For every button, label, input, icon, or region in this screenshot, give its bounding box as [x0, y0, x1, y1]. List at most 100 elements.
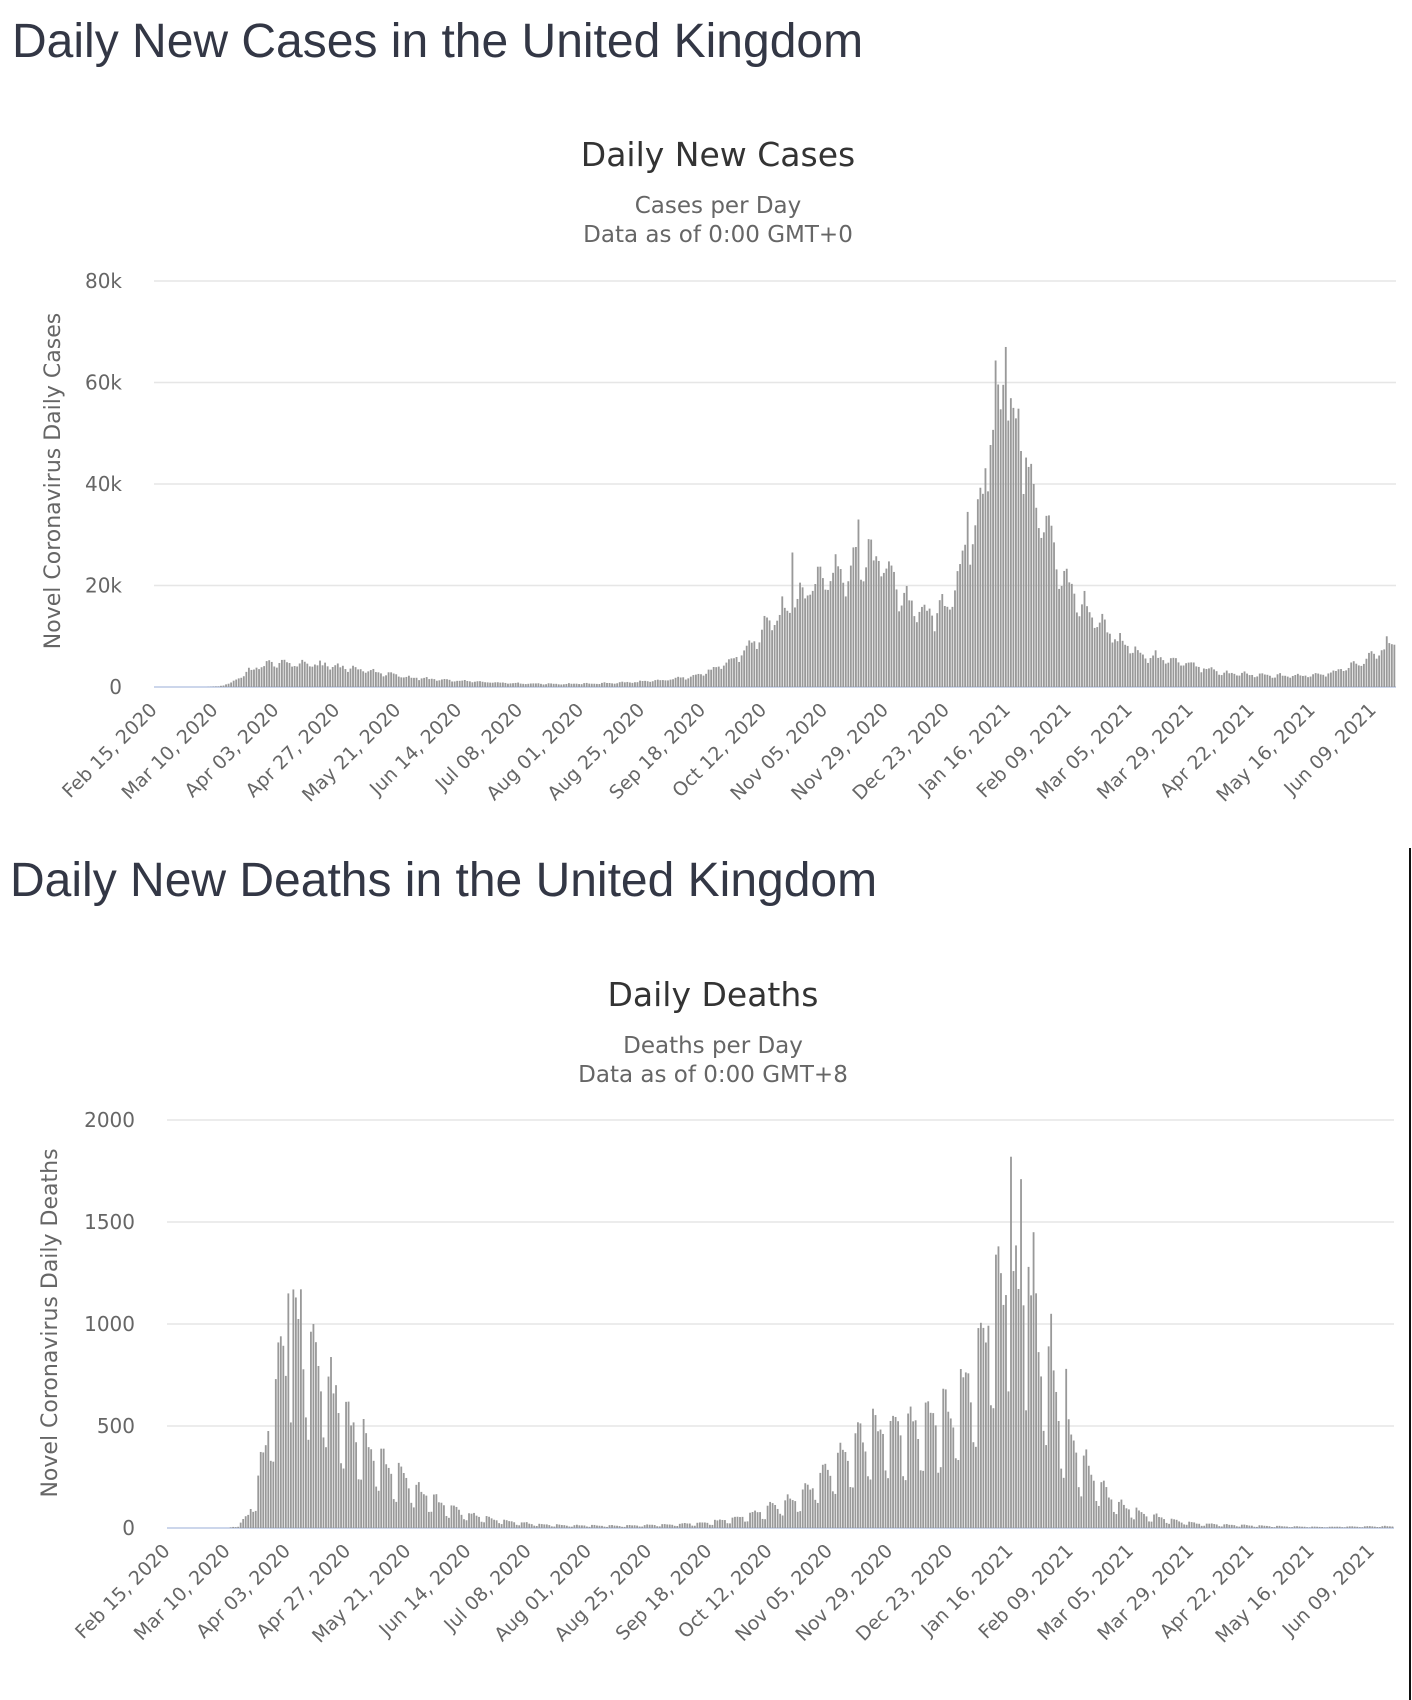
- cases-bar: [573, 683, 575, 687]
- cases-bar: [258, 669, 260, 687]
- deaths-bar: [776, 1508, 779, 1528]
- cases-bar: [1347, 667, 1350, 687]
- cases-bar: [951, 606, 954, 687]
- deaths-bar: [952, 1427, 955, 1528]
- deaths-bar: [269, 1460, 272, 1528]
- cases-bar: [712, 667, 715, 687]
- cases-bar: [728, 659, 730, 687]
- cases-bar: [286, 662, 288, 687]
- deaths-bar: [508, 1521, 511, 1528]
- cases-bar: [641, 681, 644, 687]
- cases-bar: [801, 587, 804, 687]
- cases-bar: [329, 669, 332, 687]
- cases-bar: [1317, 673, 1320, 687]
- cases-bar: [242, 676, 245, 687]
- cases-bar: [1304, 675, 1307, 687]
- deaths-bar: [262, 1452, 265, 1528]
- cases-bar: [1042, 532, 1045, 687]
- deaths-bar: [643, 1525, 646, 1528]
- deaths-bar: [751, 1511, 754, 1528]
- deaths-bar: [1331, 1526, 1334, 1528]
- cases-bar: [390, 672, 393, 687]
- deaths-bar: [445, 1516, 448, 1528]
- deaths-bar: [744, 1521, 746, 1528]
- cases-bar: [842, 582, 845, 687]
- deaths-bar: [819, 1472, 822, 1528]
- cases-bar: [1121, 640, 1124, 687]
- cases-bar: [418, 680, 420, 687]
- deaths-bar: [437, 1502, 440, 1528]
- cases-bar: [1053, 542, 1055, 687]
- deaths-bar: [480, 1521, 483, 1528]
- deaths-bar: [907, 1413, 910, 1528]
- cases-bar: [453, 681, 456, 687]
- cases-bar: [852, 547, 855, 687]
- deaths-bar: [385, 1464, 388, 1528]
- deaths-bar: [558, 1524, 561, 1528]
- cases-bar: [613, 683, 616, 687]
- cases-bar: [377, 672, 380, 687]
- cases-bar: [1370, 651, 1373, 687]
- cases-bar: [936, 613, 939, 687]
- deaths-bar: [1273, 1527, 1276, 1528]
- deaths-bar: [443, 1505, 445, 1528]
- deaths-bar: [1301, 1526, 1303, 1528]
- deaths-bar: [854, 1433, 857, 1528]
- deaths-bar: [1040, 1376, 1043, 1528]
- cases-bar: [529, 683, 532, 687]
- deaths-bar: [799, 1511, 802, 1528]
- cases-bar: [1081, 604, 1083, 687]
- deaths-bar: [879, 1429, 882, 1528]
- deaths-bar: [734, 1516, 736, 1528]
- cases-bar: [400, 677, 403, 687]
- deaths-bar: [1233, 1525, 1236, 1528]
- cases-chart-title: Daily New Cases: [581, 135, 855, 174]
- cases-bar: [1329, 672, 1332, 687]
- cases-bar: [740, 655, 743, 687]
- cases-bar: [1162, 660, 1165, 687]
- deaths-bar: [1363, 1526, 1366, 1528]
- deaths-bar: [1045, 1445, 1048, 1528]
- deaths-bar: [959, 1369, 962, 1528]
- cases-bar: [707, 669, 710, 687]
- cases-bar: [364, 672, 367, 687]
- cases-bar: [656, 679, 659, 687]
- cases-bar: [588, 683, 591, 687]
- deaths-bar: [432, 1494, 435, 1528]
- deaths-bar: [1155, 1513, 1158, 1528]
- deaths-bar: [909, 1406, 912, 1528]
- cases-bar: [948, 609, 951, 687]
- cases-bar: [1032, 484, 1035, 687]
- deaths-bar: [601, 1525, 603, 1528]
- cases-bar: [694, 674, 697, 687]
- cases-bar: [501, 682, 504, 687]
- cases-bar: [1248, 675, 1251, 687]
- cases-bar: [819, 566, 822, 687]
- deaths-bar: [934, 1425, 937, 1528]
- cases-bar: [1302, 675, 1304, 687]
- cases-bar: [291, 666, 293, 687]
- deaths-bar: [1082, 1455, 1085, 1528]
- deaths-bar: [874, 1415, 877, 1528]
- cases-bar: [875, 556, 878, 687]
- cases-bar: [989, 445, 992, 687]
- deaths-bar: [397, 1462, 400, 1528]
- deaths-bar: [1020, 1179, 1022, 1528]
- deaths-bar: [372, 1460, 375, 1528]
- deaths-bar: [761, 1518, 764, 1528]
- deaths-bar: [631, 1525, 634, 1528]
- cases-bar: [862, 581, 865, 687]
- cases-bar: [1101, 613, 1104, 687]
- deaths-bar: [1213, 1524, 1216, 1528]
- deaths-bar: [520, 1522, 523, 1528]
- deaths-bar: [721, 1519, 724, 1528]
- cases-bar: [1335, 671, 1337, 687]
- deaths-bar: [1366, 1526, 1369, 1528]
- deaths-bar: [330, 1357, 332, 1528]
- deaths-y-axis-label: Novel Coronavirus Daily Deaths: [38, 1148, 63, 1497]
- deaths-bar: [583, 1525, 586, 1528]
- deaths-bar: [1200, 1525, 1203, 1528]
- cases-bar: [1108, 633, 1111, 687]
- cases-bar: [1063, 570, 1066, 687]
- deaths-bar: [666, 1524, 669, 1528]
